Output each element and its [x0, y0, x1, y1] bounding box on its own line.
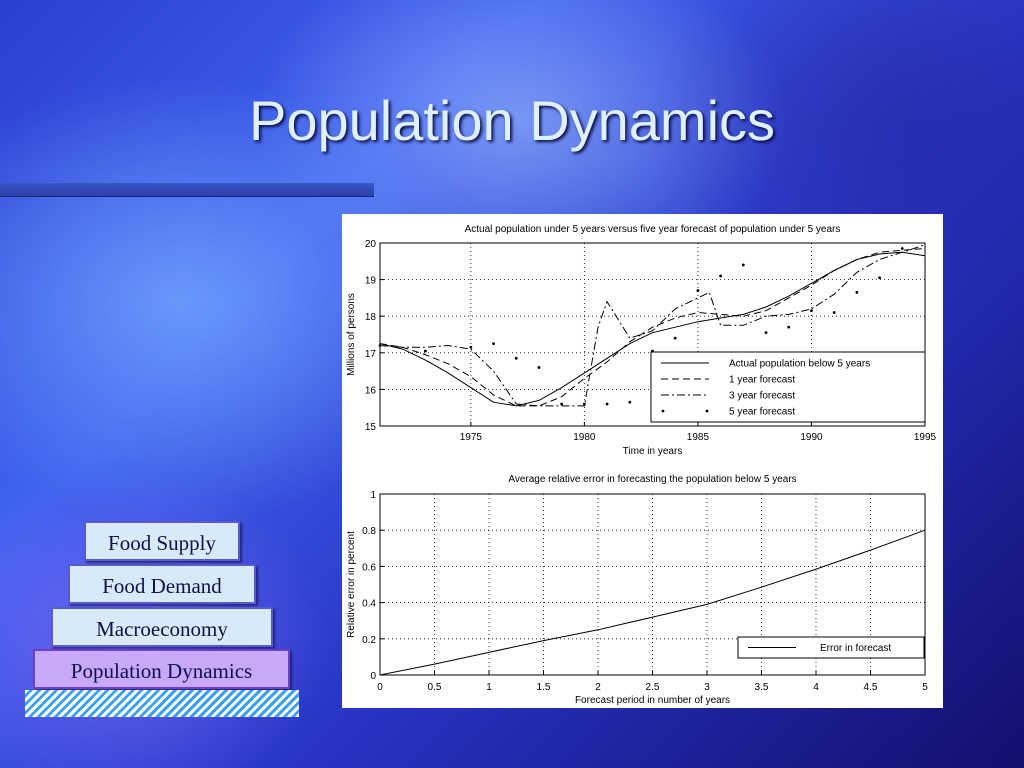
chart2-xtick-label-5: 2.5 — [646, 682, 660, 693]
chart2-xtick-label-6: 3 — [704, 682, 710, 693]
chart2-xtick-label-7: 3.5 — [755, 682, 769, 693]
stack-box-food-demand: Food Demand — [68, 564, 256, 604]
chart2-legend-box — [737, 636, 925, 659]
chart1-ytick-label-1: 16 — [365, 385, 377, 396]
chart1-series-4-point-13 — [719, 274, 723, 278]
chart1-series-4-point-15 — [764, 331, 768, 335]
chart1-series-4-point-1 — [424, 349, 427, 353]
chart1-legend-box — [650, 351, 926, 423]
chart1-axes-frame — [379, 242, 926, 427]
chart2-xtick-label-0: 0 — [377, 682, 383, 693]
chart1-series-4-point-18 — [832, 311, 836, 314]
chart1-series-4-point-19 — [855, 291, 859, 294]
chart1-ytick-label-0: 15 — [365, 422, 377, 433]
chart1-ytick-label-5: 20 — [365, 239, 377, 250]
chart1-series-4-point-7 — [582, 402, 586, 406]
chart1-ytick-label-2: 17 — [365, 349, 377, 360]
chart1-series-4-point-20 — [878, 276, 881, 280]
chart1-series-3-line — [379, 244, 926, 407]
chart1-series-4-point-3 — [492, 342, 495, 346]
chart1-legend-label-2: 1 year forecast — [729, 375, 795, 386]
chart1-xtick-label-3: 1990 — [800, 432, 823, 443]
chart1-series-4-point-11 — [673, 336, 677, 340]
chart-svg: Actual population under 5 years versus f… — [346, 224, 937, 706]
chart2-xtick-label-2: 1 — [486, 682, 492, 693]
chart1-legend-marker-4-1 — [705, 409, 709, 413]
chart1-series-4-point-8 — [605, 402, 609, 406]
chart1-series-4-point-2 — [469, 345, 473, 349]
chart1-ytick-label-3: 18 — [365, 312, 377, 323]
chart1-xtick-label-4: 1995 — [914, 432, 937, 443]
stack-base-hatched — [25, 690, 299, 717]
chart2-xtick-label-3: 1.5 — [537, 682, 551, 693]
chart2-xtick-label-8: 4 — [813, 682, 819, 693]
chart2-series-1-line — [379, 529, 926, 676]
stack-box-population-dynamics: Population Dynamics — [33, 649, 290, 689]
title-underline-bar — [0, 183, 374, 197]
chart1-ytick-label-4: 19 — [365, 276, 377, 287]
chart1-series-4-point-21 — [900, 247, 904, 250]
chart1-series-4-point-4 — [514, 356, 518, 360]
chart2-ytick-label-1: 0.2 — [362, 635, 376, 646]
chart1-series-4-point-14 — [741, 263, 745, 267]
chart1-xtick-label-1: 1980 — [573, 432, 596, 443]
chart1-xlabel: Time in years — [623, 446, 683, 457]
chart1-series-4-point-6 — [560, 402, 564, 406]
chart1-series-4-point-9 — [628, 400, 632, 404]
chart1-legend-label-1: Actual population below 5 years — [729, 359, 870, 370]
chart1-legend-marker-4-0 — [661, 409, 665, 413]
chart1-ylabel: Millions of persons — [346, 293, 357, 376]
chart1-series-4-point-12 — [696, 289, 700, 292]
chart2-xtick-label-4: 2 — [595, 682, 601, 693]
chart2-ylabel: Relative error in percent — [346, 531, 357, 638]
chart2-xtick-label-10: 5 — [922, 682, 928, 693]
chart2-ytick-label-5: 1 — [370, 490, 376, 501]
chart1-xtick-label-0: 1975 — [460, 432, 483, 443]
chart2-title: Average relative error in forecasting th… — [508, 474, 796, 485]
chart2-ytick-label-4: 0.8 — [362, 526, 376, 537]
stack-box-macroeconomy: Macroeconomy — [51, 607, 273, 647]
stack-box-food-supply: Food Supply — [84, 521, 240, 561]
chart2-ytick-label-0: 0 — [370, 671, 376, 682]
chart2-xtick-label-9: 4.5 — [864, 682, 878, 693]
chart1-series-2-line — [379, 248, 926, 407]
chart1-series-4-point-5 — [537, 366, 541, 369]
chart2-ytick-label-3: 0.6 — [362, 562, 376, 573]
chart1-legend-label-3: 3 year forecast — [729, 391, 795, 402]
chart1-title: Actual population under 5 years versus f… — [465, 224, 841, 235]
chart2-xlabel: Forecast period in number of years — [575, 695, 730, 706]
chart2-ytick-label-2: 0.4 — [362, 599, 376, 610]
chart-figure: Actual population under 5 years versus f… — [342, 214, 943, 708]
chart1-series-4-point-17 — [810, 309, 813, 313]
chart2-xtick-label-1: 0.5 — [428, 682, 442, 693]
chart1-xtick-label-2: 1985 — [687, 432, 710, 443]
slide-title: Population Dynamics — [248, 89, 776, 152]
chart1-legend-label-4: 5 year forecast — [729, 407, 795, 418]
chart1-series-4-point-0 — [378, 344, 382, 347]
chart2-legend-label-1: Error in forecast — [820, 643, 891, 654]
chart1-series-4-point-16 — [787, 325, 791, 329]
